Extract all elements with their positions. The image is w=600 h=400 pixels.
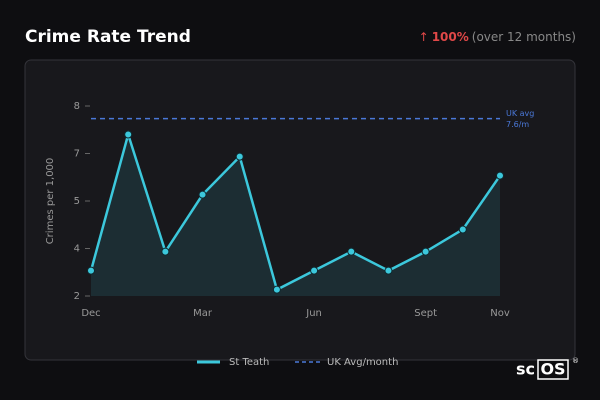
point [496, 171, 504, 180]
point [347, 247, 356, 256]
y-tick-label: 4 [74, 244, 80, 255]
reference-label: UK avg [506, 109, 534, 118]
point [198, 190, 207, 199]
logo-text: sc [516, 360, 535, 379]
title: Crime Rate Trend [25, 27, 191, 47]
x-tick-label: Dec [81, 308, 100, 319]
x-tick-label: Jun [305, 308, 322, 319]
point [161, 247, 170, 256]
y-tick-label: 8 [74, 101, 80, 112]
logo-mark: ® [572, 357, 579, 365]
point [235, 152, 244, 161]
point [421, 247, 430, 256]
point [124, 130, 133, 139]
reference-value: 7.6/m [506, 120, 529, 129]
change-value: 100% [432, 30, 469, 44]
legend-label: UK Avg/month [327, 357, 398, 368]
logo-text: OS [540, 360, 565, 379]
y-tick-label: 2 [74, 291, 80, 302]
y-tick-label: 5 [74, 196, 80, 207]
legend-label: St Teath [229, 357, 269, 368]
point [272, 285, 281, 294]
point [384, 266, 393, 275]
x-tick-label: Nov [490, 308, 510, 319]
x-tick-label: Mar [193, 308, 213, 319]
area [91, 134, 500, 296]
arrow: ↑ [419, 30, 429, 44]
point [87, 266, 95, 275]
logo: sc OS ® [516, 357, 579, 380]
point [310, 266, 319, 275]
x-tick-label: Sept [414, 308, 437, 319]
y-tick-label: 7 [74, 149, 80, 160]
point [458, 225, 467, 234]
change-note: (over 12 months) [472, 30, 576, 44]
change: ↑ 100% (over 12 months) [419, 30, 576, 44]
logo-box [537, 359, 569, 380]
line [89, 130, 502, 292]
card [24, 59, 576, 361]
y-axis-label: Crimes per 1,000 [45, 158, 56, 245]
